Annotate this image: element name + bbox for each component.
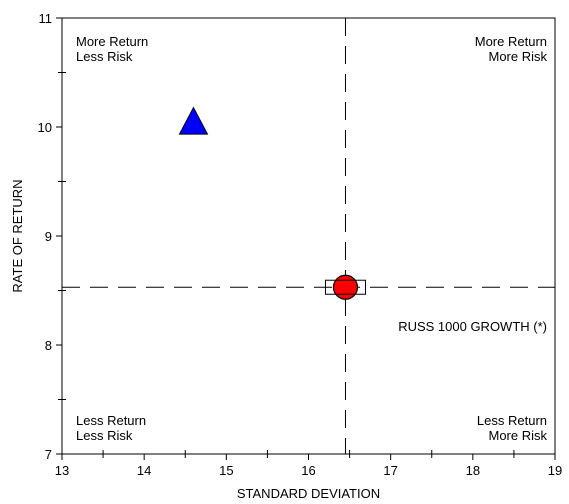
- x-tick-label: 14: [137, 463, 151, 478]
- quadrant-label-top-right: More Return: [475, 34, 547, 49]
- x-tick-label: 15: [219, 463, 233, 478]
- x-tick-label: 17: [383, 463, 397, 478]
- quadrant-label-bottom-right: Less Return: [477, 413, 547, 428]
- y-tick-label: 11: [39, 11, 53, 26]
- x-tick-label: 18: [466, 463, 480, 478]
- point-label: RUSS 1000 GROWTH (*): [398, 319, 547, 334]
- y-axis-label: RATE OF RETURN: [10, 179, 25, 292]
- quadrant-label-bottom-left: Less Return: [76, 413, 146, 428]
- y-tick-label: 9: [45, 229, 52, 244]
- circle-point: [332, 274, 359, 300]
- x-tick-label: 19: [548, 463, 562, 478]
- quadrant-label-bottom-right: More Risk: [488, 428, 547, 443]
- y-tick-label: 10: [38, 120, 52, 135]
- triangle-point: [178, 106, 209, 135]
- y-tick-label: 8: [45, 338, 52, 353]
- quadrant-label-top-left: More Return: [76, 34, 148, 49]
- y-tick-label: 7: [45, 447, 52, 462]
- quadrant-label-bottom-left: Less Risk: [76, 428, 133, 443]
- x-axis-label: STANDARD DEVIATION: [237, 486, 380, 501]
- quadrant-label-top-right: More Risk: [488, 49, 547, 64]
- x-tick-label: 13: [55, 463, 69, 478]
- x-tick-label: 16: [301, 463, 315, 478]
- plot-area-frame: [61, 17, 556, 455]
- square-point: [324, 279, 366, 295]
- quadrant-label-top-left: Less Risk: [76, 49, 133, 64]
